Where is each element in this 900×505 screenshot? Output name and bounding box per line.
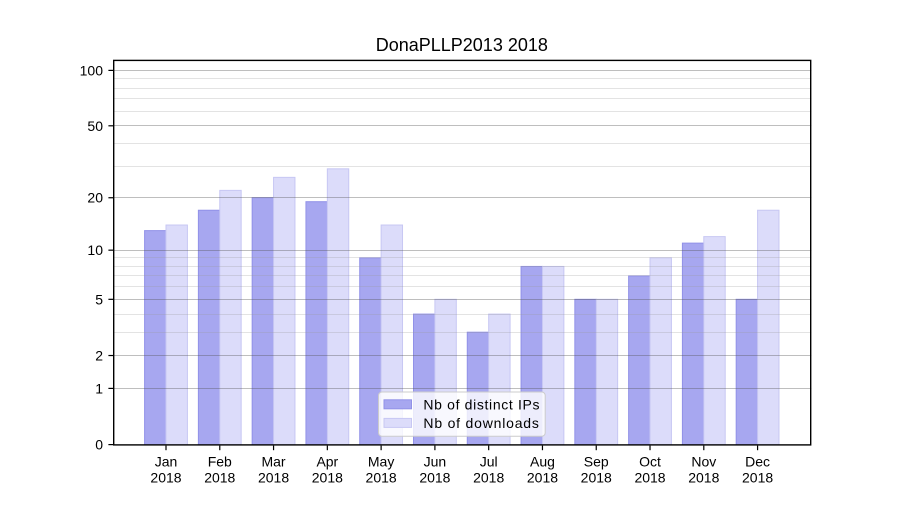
svg-text:20: 20 [87, 190, 103, 206]
svg-text:2: 2 [95, 348, 103, 364]
svg-text:1: 1 [95, 380, 103, 396]
svg-text:5: 5 [95, 291, 103, 307]
svg-text:2018: 2018 [204, 470, 235, 486]
svg-text:Feb: Feb [208, 453, 232, 469]
svg-text:2018: 2018 [150, 470, 181, 486]
svg-text:Nb of distinct IPs: Nb of distinct IPs [423, 396, 539, 412]
svg-text:May: May [368, 453, 394, 469]
svg-text:2018: 2018 [473, 470, 504, 486]
svg-text:Nb of downloads: Nb of downloads [423, 415, 539, 431]
svg-text:2018: 2018 [527, 470, 558, 486]
svg-text:Jun: Jun [424, 453, 447, 469]
svg-text:Dec: Dec [745, 453, 770, 469]
svg-text:Nov: Nov [691, 453, 716, 469]
svg-text:2018: 2018 [258, 470, 289, 486]
svg-text:0: 0 [95, 437, 103, 453]
svg-text:Apr: Apr [316, 453, 338, 469]
svg-text:Mar: Mar [261, 453, 285, 469]
svg-text:Aug: Aug [530, 453, 555, 469]
svg-text:2018: 2018 [581, 470, 612, 486]
svg-text:DonaPLLP2013 2018: DonaPLLP2013 2018 [376, 35, 548, 55]
svg-text:2018: 2018 [419, 470, 450, 486]
svg-text:Jan: Jan [155, 453, 178, 469]
svg-text:Jul: Jul [480, 453, 498, 469]
svg-text:2018: 2018 [688, 470, 719, 486]
svg-text:2018: 2018 [312, 470, 343, 486]
svg-text:2018: 2018 [742, 470, 773, 486]
svg-text:2018: 2018 [634, 470, 665, 486]
svg-text:50: 50 [87, 118, 103, 134]
svg-text:10: 10 [87, 242, 103, 258]
svg-text:100: 100 [80, 62, 104, 78]
svg-text:2018: 2018 [366, 470, 397, 486]
svg-text:Sep: Sep [584, 453, 609, 469]
svg-text:Oct: Oct [639, 453, 661, 469]
